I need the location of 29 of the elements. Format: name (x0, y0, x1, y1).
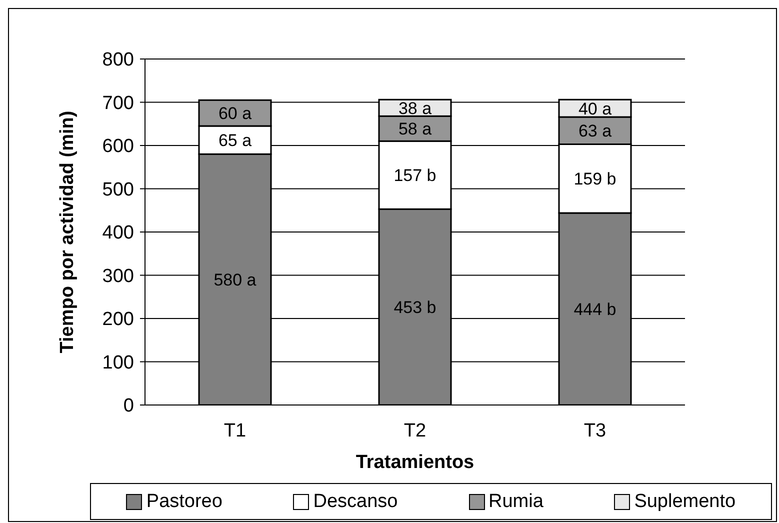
x-tick-label: T3 (584, 420, 606, 442)
legend-label: Pastoreo (146, 490, 222, 512)
y-tick-label: 500 (102, 179, 134, 200)
data-label: 159 b (574, 169, 616, 188)
data-label: 157 b (394, 166, 436, 185)
data-label: 58 a (398, 119, 432, 138)
data-label: 40 a (578, 98, 612, 118)
y-tick-label: 800 (102, 50, 134, 71)
data-label: 65 a (218, 130, 252, 150)
y-tick-label: 200 (102, 309, 134, 330)
y-tick-label: 700 (102, 92, 134, 114)
legend-label: Rumia (488, 490, 544, 512)
legend-label: Descanso (313, 490, 398, 512)
y-tick-label: 300 (102, 266, 134, 287)
y-axis-title: Tiempo por actividad (min) (56, 110, 78, 354)
data-label: 38 a (398, 98, 432, 118)
data-label: 453 b (394, 298, 436, 317)
data-label: 60 a (218, 104, 252, 123)
y-tick-label: 0 (123, 396, 134, 417)
legend-label: Suplemento (634, 490, 736, 512)
y-tick-label: 100 (102, 352, 134, 374)
data-label: 580 a (214, 270, 257, 290)
data-label: 444 b (574, 299, 616, 318)
x-tick-label: T2 (404, 420, 426, 442)
y-tick-label: 600 (102, 136, 134, 158)
x-tick-label: T1 (224, 420, 246, 442)
x-axis-title: Tratamientos (356, 452, 474, 472)
y-tick-label: 400 (102, 222, 134, 244)
data-label: 63 a (578, 121, 612, 140)
